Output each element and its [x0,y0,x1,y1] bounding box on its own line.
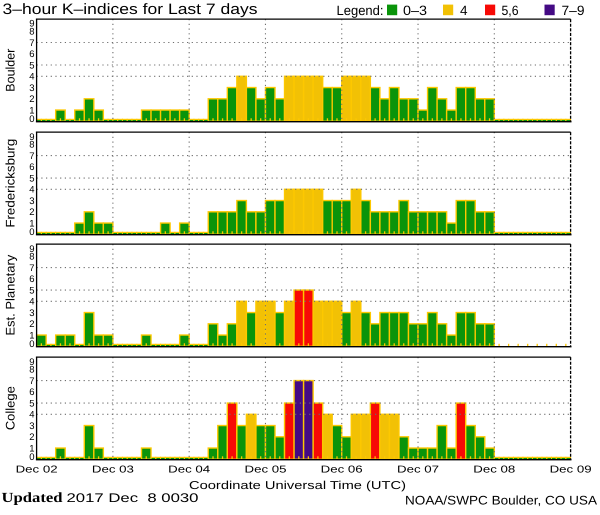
svg-text:1: 1 [29,106,34,117]
svg-text:5: 5 [29,398,34,409]
svg-text:5: 5 [29,174,34,185]
svg-text:7: 7 [29,38,34,49]
svg-text:2017 Dec 8 0030: 2017 Dec 8 0030 [67,491,199,505]
svg-text:Dec 08: Dec 08 [473,464,516,475]
svg-text:8: 8 [29,140,34,151]
svg-text:0: 0 [29,452,34,463]
svg-text:7–9: 7–9 [562,3,585,18]
svg-text:Dec 07: Dec 07 [397,464,440,475]
svg-text:2: 2 [29,432,34,443]
svg-text:6: 6 [29,274,34,285]
svg-text:Dec 05: Dec 05 [245,464,288,475]
svg-text:6: 6 [29,49,34,60]
svg-text:8: 8 [29,252,34,263]
svg-text:3: 3 [29,421,34,432]
svg-text:1: 1 [29,219,34,230]
svg-text:8: 8 [29,365,34,376]
svg-text:9: 9 [29,244,34,255]
svg-text:0: 0 [29,227,34,238]
svg-text:4: 4 [29,297,34,308]
svg-text:0–3: 0–3 [403,3,427,18]
svg-text:9: 9 [29,357,34,368]
svg-text:3: 3 [29,308,34,319]
svg-text:Boulder: Boulder [3,49,17,92]
svg-text:Updated: Updated [2,491,63,506]
svg-text:Dec 06: Dec 06 [321,464,364,475]
svg-text:8: 8 [29,27,34,38]
svg-text:Est. Planetary: Est. Planetary [3,254,17,336]
svg-text:2: 2 [29,319,34,330]
svg-text:6: 6 [29,162,34,173]
svg-text:5: 5 [29,61,34,72]
svg-text:7: 7 [29,151,34,162]
svg-text:9: 9 [29,19,34,30]
svg-text:Coordinate Universal Time (UTC: Coordinate Universal Time (UTC) [189,480,406,492]
svg-text:9: 9 [29,132,34,143]
svg-text:4: 4 [29,185,34,196]
svg-text:3–hour K–indices for Last 7 da: 3–hour K–indices for Last 7 days [3,1,258,18]
svg-text:Fredericksburg: Fredericksburg [3,139,17,228]
svg-text:Dec 04: Dec 04 [168,464,211,475]
svg-text:Dec 09: Dec 09 [550,464,593,475]
svg-text:0: 0 [29,339,34,350]
svg-text:Dec 02: Dec 02 [16,464,59,475]
svg-text:7: 7 [29,263,34,274]
svg-text:2: 2 [29,94,34,105]
svg-text:4: 4 [460,3,468,18]
svg-text:3: 3 [29,83,34,94]
svg-text:5,6: 5,6 [502,3,519,18]
svg-text:College: College [3,386,17,430]
svg-text:1: 1 [29,330,34,341]
svg-text:5: 5 [29,285,34,296]
svg-text:2: 2 [29,207,34,218]
svg-text:Legend:: Legend: [337,3,384,18]
svg-text:3: 3 [29,196,34,207]
svg-text:0: 0 [29,114,34,125]
svg-text:7: 7 [29,376,34,387]
svg-text:4: 4 [29,72,34,83]
svg-text:1: 1 [29,443,34,454]
svg-text:6: 6 [29,387,34,398]
svg-text:Dec 03: Dec 03 [92,464,135,475]
svg-text:NOAA/SWPC Boulder, CO USA: NOAA/SWPC Boulder, CO USA [405,494,598,508]
svg-text:4: 4 [29,410,34,421]
